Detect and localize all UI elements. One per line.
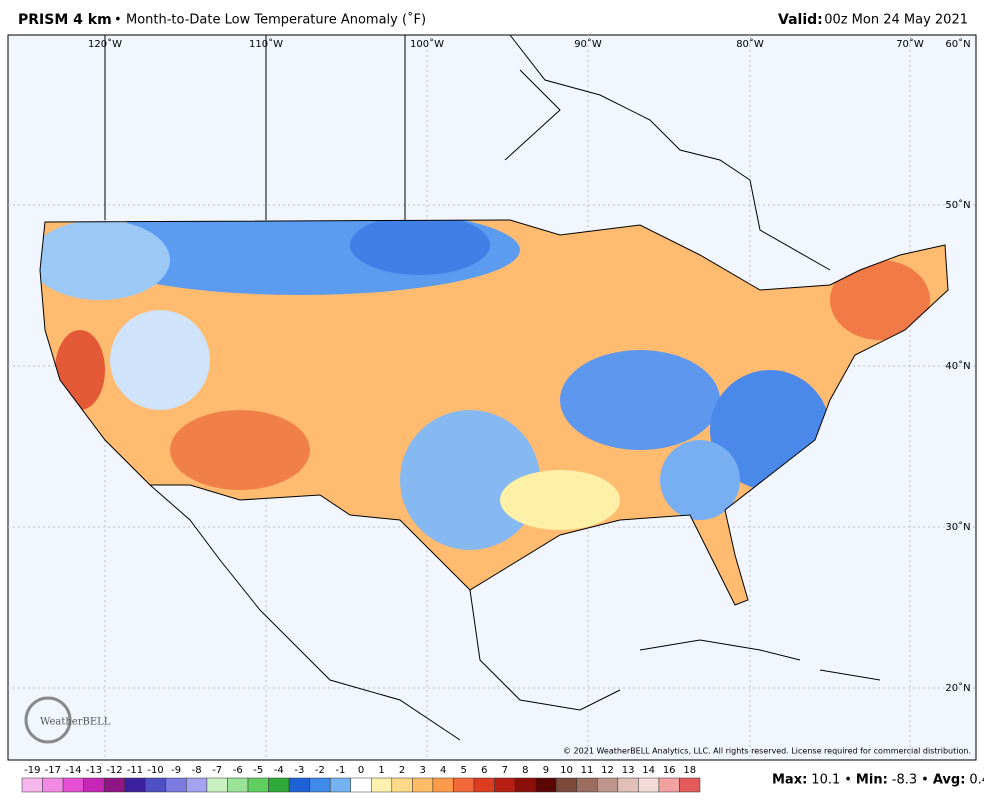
legend-swatch — [658, 777, 680, 793]
legend-label: 7 — [502, 765, 508, 776]
title: PRISM 4 km — [18, 12, 112, 28]
legend-swatch — [83, 777, 105, 793]
legend-label: 1 — [378, 765, 384, 776]
valid-time: 00z Mon 24 May 2021 — [824, 13, 968, 28]
stats-separator: • — [921, 773, 929, 788]
legend-label: 9 — [543, 765, 549, 776]
legend-label: 2 — [399, 765, 405, 776]
canada-borders — [104, 34, 831, 271]
us-outline — [39, 219, 949, 606]
legend-label: -4 — [274, 765, 284, 776]
legend-label: -2 — [315, 765, 325, 776]
legend-label: 13 — [622, 765, 635, 776]
longitude-label: 110˚W — [249, 38, 283, 50]
caribbean — [639, 639, 881, 681]
legend-swatch — [535, 777, 557, 793]
legend-swatch — [576, 777, 598, 793]
legend-swatch — [62, 777, 84, 793]
legend-label: 4 — [440, 765, 446, 776]
latitude-label: 30˚N — [945, 521, 970, 533]
mexico-coast — [149, 484, 621, 741]
latitude-label: 20˚N — [945, 682, 970, 694]
legend-swatch — [432, 777, 454, 793]
legend-label: -19 — [24, 765, 40, 776]
stat-value: 0.4 — [969, 773, 984, 788]
legend-label: -12 — [106, 765, 122, 776]
legend-label: 8 — [522, 765, 528, 776]
legend-label: -17 — [45, 765, 61, 776]
legend-swatch — [103, 777, 125, 793]
legend-label: 0 — [358, 765, 364, 776]
longitude-label: 90˚W — [574, 38, 602, 50]
stats-separator: • — [844, 773, 852, 788]
latitude-label: 40˚N — [945, 360, 970, 372]
legend-label: -10 — [147, 765, 163, 776]
legend-swatch — [329, 777, 351, 793]
stat-label: Avg: — [933, 773, 966, 788]
legend-swatch — [21, 777, 43, 793]
legend-swatch — [145, 777, 167, 793]
subtitle: Month-to-Date Low Temperature Anomaly (˚… — [126, 12, 426, 28]
legend-swatch — [42, 777, 64, 793]
legend-label: -5 — [253, 765, 263, 776]
legend-swatch — [638, 777, 660, 793]
stat-label: Max: — [772, 773, 807, 788]
legend-label: -13 — [86, 765, 102, 776]
legend-swatch — [412, 777, 434, 793]
legend-swatch — [679, 777, 701, 793]
stat-label: Min: — [856, 773, 888, 788]
legend-label: 5 — [461, 765, 467, 776]
legend-swatch — [597, 777, 619, 793]
longitude-label: 120˚W — [88, 38, 122, 50]
legend-label: 3 — [419, 765, 425, 776]
valid-label: Valid: — [778, 12, 823, 28]
legend-label: 18 — [683, 765, 696, 776]
legend-swatch — [514, 777, 536, 793]
legend-label: 11 — [581, 765, 594, 776]
legend-label: -8 — [192, 765, 202, 776]
legend-swatch — [186, 777, 208, 793]
legend-label: -1 — [335, 765, 345, 776]
logo: WeatherBELL — [40, 717, 111, 728]
legend-label: -3 — [294, 765, 304, 776]
legend-swatch — [473, 777, 495, 793]
legend-label: -7 — [212, 765, 222, 776]
legend-swatch — [247, 777, 269, 793]
stat-value: -8.3 — [892, 773, 917, 788]
legend-swatch — [206, 777, 228, 793]
legend-swatch — [555, 777, 577, 793]
separator: • — [114, 13, 122, 28]
legend-label: 10 — [560, 765, 573, 776]
latitude-label: 60˚N — [945, 38, 970, 50]
legend-label: -14 — [65, 765, 81, 776]
legend-swatch — [288, 777, 310, 793]
legend-swatch — [494, 777, 516, 793]
legend-label: -11 — [127, 765, 143, 776]
legend-label: -9 — [171, 765, 181, 776]
copyright: © 2021 WeatherBELL Analytics, LLC. All r… — [563, 747, 971, 756]
legend-swatch — [453, 777, 475, 793]
stat-value: 10.1 — [811, 773, 840, 788]
legend-swatch — [371, 777, 393, 793]
legend-swatch — [309, 777, 331, 793]
longitude-label: 100˚W — [410, 38, 444, 50]
legend-swatch — [124, 777, 146, 793]
longitude-label: 80˚W — [736, 38, 764, 50]
legend-swatch — [350, 777, 372, 793]
legend-swatch — [165, 777, 187, 793]
legend-label: -6 — [233, 765, 243, 776]
logo-mark — [24, 696, 72, 744]
legend-label: 14 — [642, 765, 655, 776]
legend-label: 6 — [481, 765, 487, 776]
legend-swatch — [617, 777, 639, 793]
legend-label: 12 — [601, 765, 614, 776]
legend-swatch — [391, 777, 413, 793]
longitude-label: 70˚W — [896, 38, 924, 50]
legend-swatch — [227, 777, 249, 793]
latitude-label: 50˚N — [945, 199, 970, 211]
legend-label: 16 — [663, 765, 676, 776]
legend-swatch — [268, 777, 290, 793]
